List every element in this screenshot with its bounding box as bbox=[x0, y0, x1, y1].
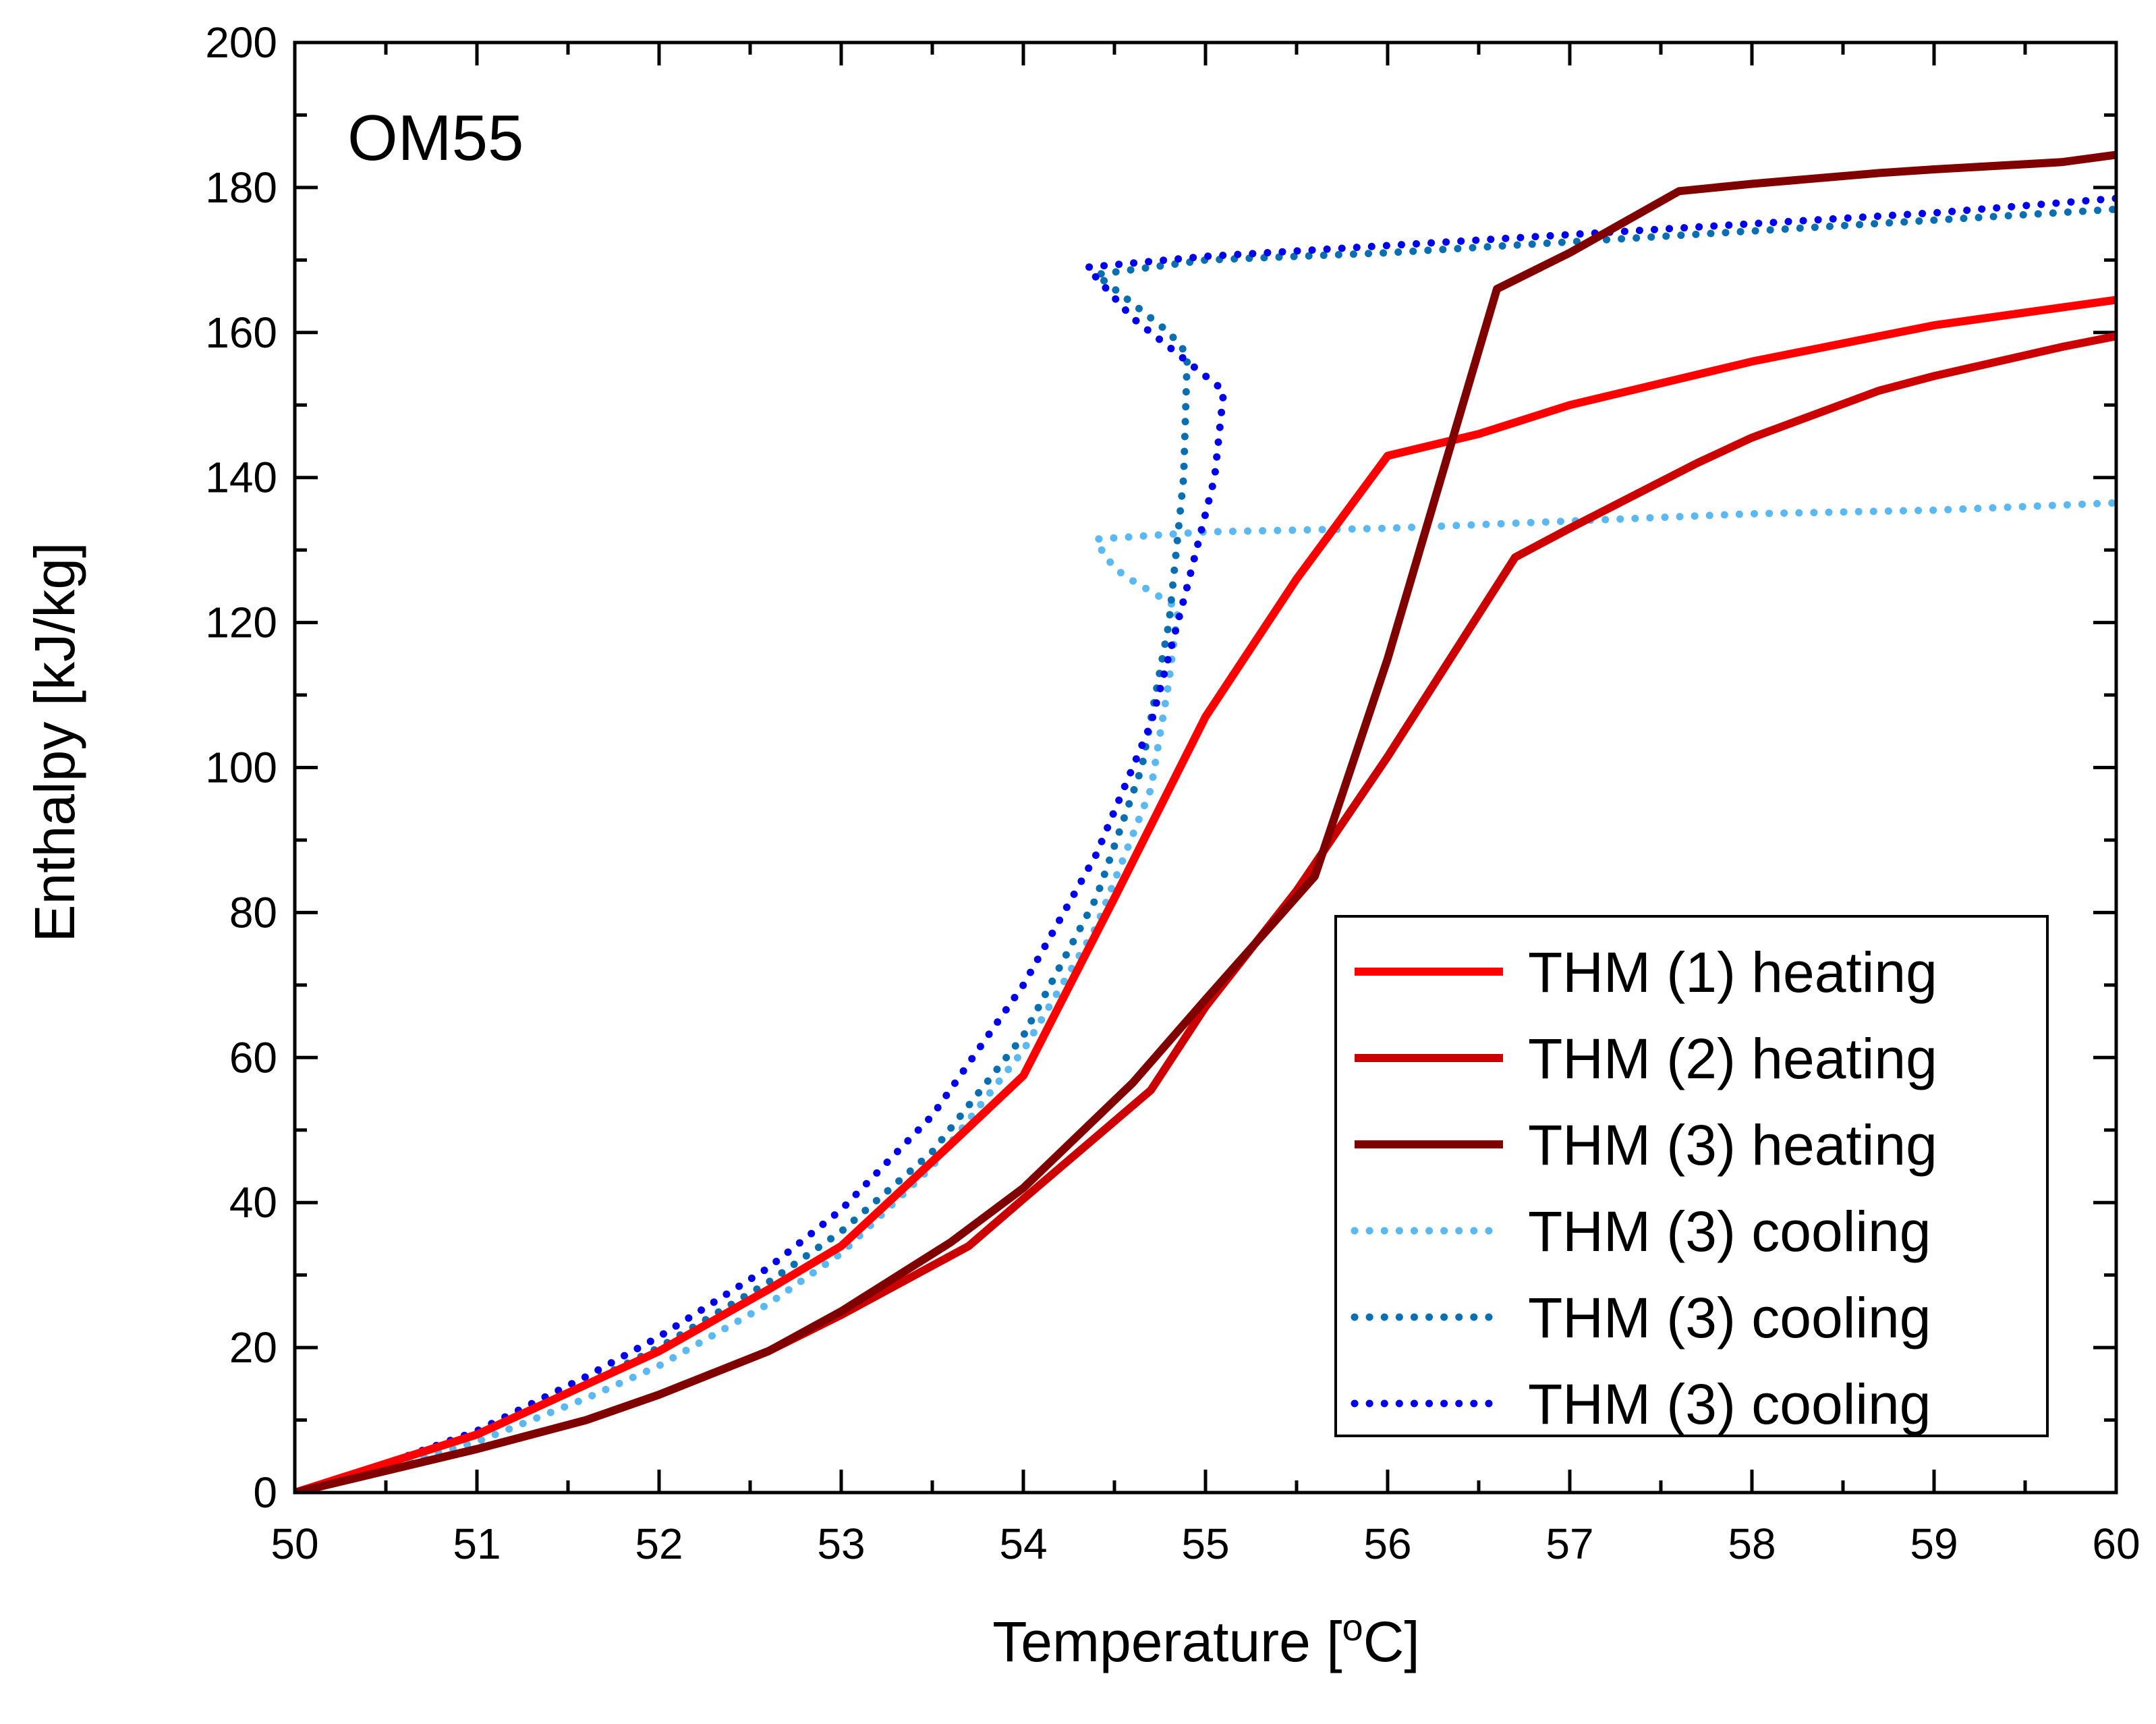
series-line-3 bbox=[295, 150, 2116, 1493]
plot-area bbox=[295, 150, 2116, 1493]
x-tick-label: 50 bbox=[271, 1520, 318, 1568]
series-line-1 bbox=[295, 296, 2116, 1493]
legend-label: THM (3) cooling bbox=[1528, 1286, 1931, 1350]
sample-label: OM55 bbox=[347, 102, 523, 174]
y-tick-label: 200 bbox=[205, 18, 277, 67]
y-tick-label: 160 bbox=[205, 308, 277, 357]
x-axis-title: Temperature [oC] bbox=[992, 1606, 1419, 1674]
x-tick-label: 57 bbox=[1545, 1520, 1593, 1568]
plot-frame bbox=[293, 40, 2118, 1495]
series-line-6 bbox=[295, 194, 2116, 1493]
y-tick-label: 60 bbox=[229, 1033, 277, 1082]
y-tick-label: 100 bbox=[205, 744, 277, 792]
y-tick-label: 20 bbox=[229, 1323, 277, 1372]
legend-label: THM (3) cooling bbox=[1528, 1372, 1931, 1436]
x-tick-label: 53 bbox=[817, 1520, 865, 1568]
x-tick-label: 56 bbox=[1363, 1520, 1411, 1568]
x-tick-label: 59 bbox=[1910, 1520, 1958, 1568]
y-tick-label: 140 bbox=[205, 453, 277, 502]
legend-box bbox=[1334, 915, 2049, 1437]
y-tick-label: 180 bbox=[205, 163, 277, 212]
y-tick-label: 120 bbox=[205, 599, 277, 647]
legend-label: THM (2) heating bbox=[1528, 1027, 1937, 1090]
x-axis-title-main: Temperature [ bbox=[992, 1610, 1342, 1673]
legend: THM (1) heating THM (2) heating THM (3) he… bbox=[1334, 915, 2049, 1437]
x-tick-label: 60 bbox=[2092, 1520, 2140, 1568]
y-tick-label: 40 bbox=[229, 1178, 277, 1227]
y-axis-title: Enthalpy [kJ/kg] bbox=[23, 543, 86, 943]
y-tick-label: 80 bbox=[229, 888, 277, 937]
legend-label: THM (3) cooling bbox=[1528, 1200, 1931, 1263]
x-tick-label: 55 bbox=[1181, 1520, 1229, 1568]
legend-label: THM (1) heating bbox=[1528, 941, 1937, 1004]
x-axis-title-superscript: o bbox=[1342, 1606, 1363, 1648]
x-tick-label: 51 bbox=[453, 1520, 501, 1568]
series-line-4 bbox=[295, 499, 2116, 1493]
x-tick-label: 58 bbox=[1728, 1520, 1776, 1568]
y-tick-label: 0 bbox=[253, 1468, 277, 1517]
x-tick-label: 54 bbox=[999, 1520, 1047, 1568]
legend-label: THM (3) heating bbox=[1528, 1113, 1937, 1177]
ticks-layer bbox=[293, 40, 2118, 1495]
x-tick-label: 52 bbox=[635, 1520, 683, 1568]
x-axis-title-unit: C] bbox=[1363, 1610, 1420, 1673]
tick-labels-layer: 50 51 52 53 54 55 56 57 58 59 60 0 20 40 60 80 100 120 140… bbox=[205, 18, 2140, 1568]
